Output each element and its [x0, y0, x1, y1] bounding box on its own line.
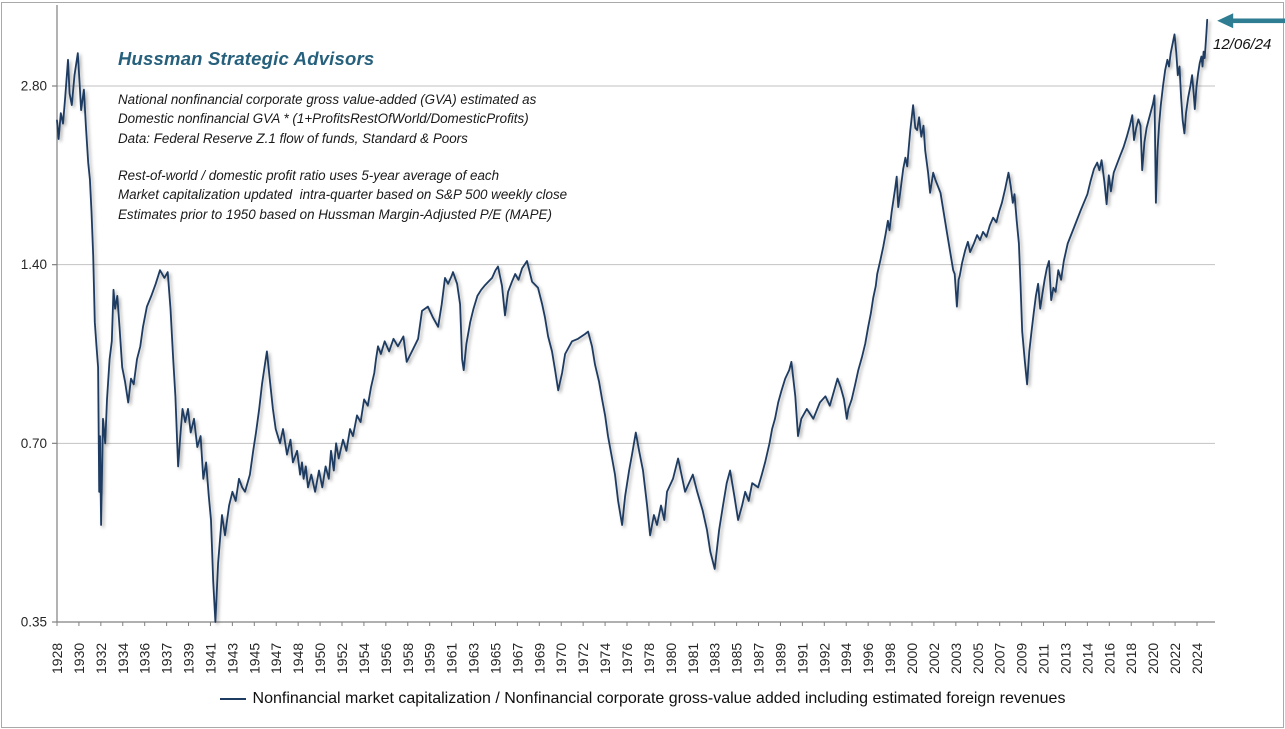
x-tick-label: 1959: [422, 643, 438, 674]
x-tick-label: 2002: [926, 643, 942, 674]
x-tick-label: 1941: [202, 643, 218, 674]
annotation-block-2: Rest-of-world / domestic profit ratio us…: [118, 166, 567, 224]
annotation-line: Market capitalization updated intra-quar…: [118, 187, 568, 203]
x-tick-label: 1961: [444, 643, 460, 674]
x-tick-label: 1965: [487, 643, 503, 674]
x-tick-label: 1936: [137, 643, 153, 674]
x-tick-label: 1945: [246, 643, 262, 674]
x-tick-label: 1937: [159, 643, 175, 674]
x-tick-label: 1998: [882, 643, 898, 674]
y-tick-label: 1.40: [21, 257, 47, 272]
x-tick-label: 2003: [948, 643, 964, 674]
annotation-block-1: National nonfinancial corporate gross va…: [118, 90, 536, 148]
x-tick-label: 1932: [93, 643, 109, 674]
legend-line-marker-icon: [219, 698, 246, 700]
x-tick-label: 2024: [1189, 643, 1205, 674]
legend: Nonfinancial market capitalization / Non…: [0, 690, 1285, 708]
x-tick-label: 1972: [575, 643, 591, 674]
annotation-line: Domestic nonfinancial GVA * (1+ProfitsRe…: [118, 111, 529, 127]
y-tick-label: 0.35: [21, 615, 47, 630]
x-tick-label: 1963: [466, 643, 482, 674]
x-tick-label: 1934: [115, 643, 131, 674]
x-tick-label: 1981: [685, 643, 701, 674]
legend-label: Nonfinancial market capitalization / Non…: [252, 690, 1066, 707]
x-tick-label: 2018: [1123, 643, 1139, 674]
x-tick-label: 1956: [378, 643, 394, 674]
x-tick-label: 1996: [860, 643, 876, 674]
x-tick-label: 1930: [71, 643, 87, 674]
x-tick-label: 2000: [904, 643, 920, 674]
x-tick-label: 2007: [992, 643, 1008, 674]
annotation-line: Data: Federal Reserve Z.1 flow of funds,…: [118, 130, 468, 146]
annotation-line: Estimates prior to 1950 based on Hussman…: [118, 206, 552, 222]
y-tick-label: 0.70: [21, 436, 47, 451]
left-arrow-icon: [1217, 13, 1285, 29]
chart-title: Hussman Strategic Advisors: [118, 48, 375, 69]
x-tick-label: 2011: [1036, 644, 1052, 674]
x-tick-label: 1991: [794, 643, 810, 674]
x-tick-label: 2009: [1014, 643, 1030, 674]
x-tick-label: 2013: [1057, 643, 1073, 674]
x-tick-label: 1939: [181, 643, 197, 674]
x-tick-label: 2016: [1101, 643, 1117, 674]
x-tick-label: 1978: [641, 643, 657, 674]
last-point-date-label: 12/06/24: [1213, 36, 1272, 53]
x-tick-label: 1943: [224, 643, 240, 674]
x-tick-label: 1928: [49, 643, 65, 674]
y-tick-label: 2.80: [21, 78, 47, 93]
x-tick-label: 1969: [531, 643, 547, 674]
x-tick-label: 1947: [268, 643, 284, 674]
x-tick-label: 1994: [838, 643, 854, 674]
x-tick-label: 1948: [290, 643, 306, 674]
x-tick-label: 1989: [772, 643, 788, 674]
x-tick-label: 2020: [1145, 643, 1161, 674]
x-tick-label: 2022: [1167, 643, 1183, 674]
x-tick-label: 1950: [312, 643, 328, 674]
x-tick-label: 1952: [334, 643, 350, 674]
x-tick-label: 1976: [619, 643, 635, 674]
x-tick-label: 1958: [400, 643, 416, 674]
x-tick-label: 1983: [707, 643, 723, 674]
x-tick-label: 1987: [751, 643, 767, 674]
x-tick-label: 1954: [356, 643, 372, 674]
x-tick-label: 2005: [970, 643, 986, 674]
x-tick-label: 1967: [509, 643, 525, 674]
annotation-line: Rest-of-world / domestic profit ratio us…: [118, 168, 500, 183]
x-tick-label: 2014: [1079, 643, 1095, 674]
x-tick-label: 1970: [553, 643, 569, 674]
x-tick-label: 1974: [597, 643, 613, 674]
x-tick-label: 1985: [729, 643, 745, 674]
x-tick-label: 1992: [816, 643, 832, 674]
series-line: [56, 18, 1209, 623]
annotation-line: National nonfinancial corporate gross va…: [118, 92, 537, 107]
x-tick-label: 1980: [663, 643, 679, 674]
